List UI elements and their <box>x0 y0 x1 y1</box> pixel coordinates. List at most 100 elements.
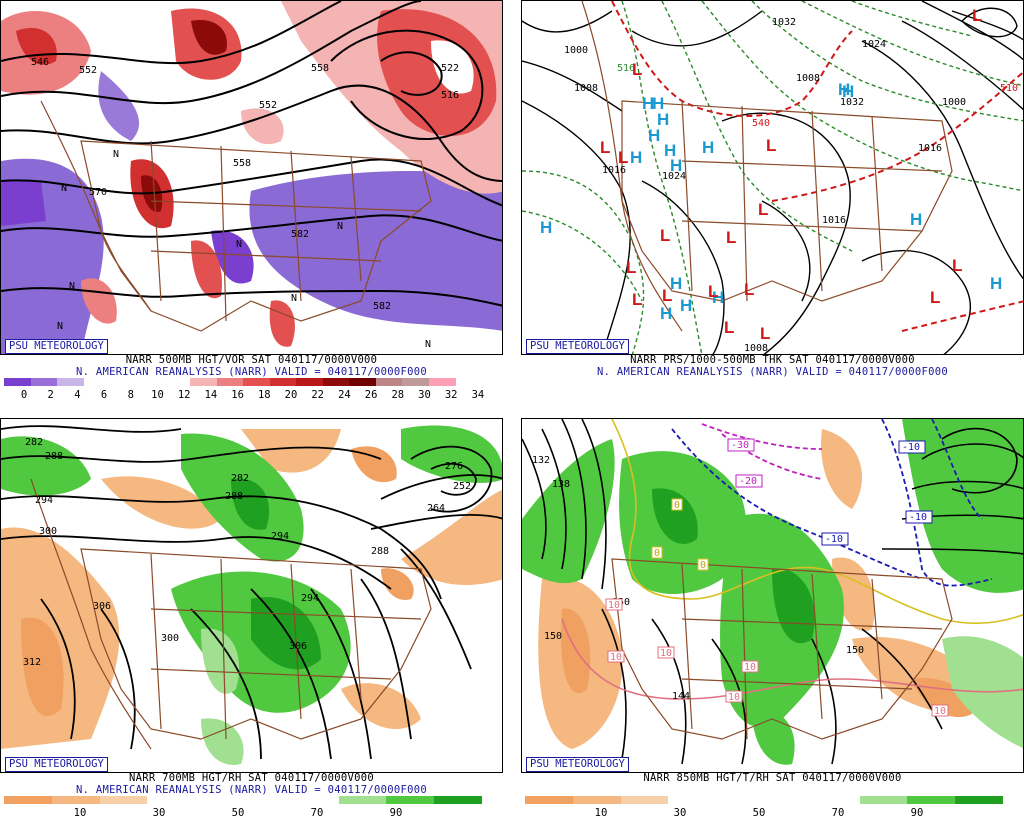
map-graphic: 546 552 558 570 582 552 516 558 522 582 … <box>1 1 502 354</box>
contour-label: 288 <box>45 451 63 462</box>
colorbar-swatch <box>907 796 956 804</box>
isotherm-label: -10 <box>825 534 843 545</box>
vorticity-negative-area <box>1 181 46 226</box>
colorbar-swatch <box>269 378 297 386</box>
colorbar-swatch <box>136 378 164 386</box>
isotherm-label: 10 <box>728 692 740 703</box>
colorbar-tick-label: 10 <box>594 807 608 819</box>
colorbar-swatch <box>572 796 621 804</box>
political-borders <box>611 558 953 740</box>
vorticity-positive-area <box>16 27 57 65</box>
isotherm-label: -20 <box>739 476 757 487</box>
isobars <box>522 1 1023 354</box>
dry-area <box>561 608 591 694</box>
vorticity-positive-area <box>81 278 117 324</box>
colorbar-tick-label: 50 <box>752 807 766 819</box>
colorbar-tick-label: 70 <box>310 807 324 819</box>
colorbar-swatch <box>668 796 717 804</box>
low-marker: L <box>626 258 636 277</box>
contour-label: 582 <box>373 301 391 312</box>
moist-area <box>201 718 244 765</box>
contour-label: 306 <box>93 601 111 612</box>
contour-label: 294 <box>301 593 319 604</box>
vorticity-negative-area <box>98 71 140 141</box>
low-marker: L <box>930 288 940 307</box>
contour-label: 144 <box>672 691 690 702</box>
colorbar-swatch <box>242 796 291 804</box>
panel-caption: NARR PRS/1000-500MB THK SAT 040117/0000V… <box>630 354 915 366</box>
colorbar-swatch <box>429 378 456 386</box>
isobar-label: 1016 <box>822 215 846 226</box>
low-marker: L <box>632 290 642 309</box>
low-marker: L <box>758 200 768 219</box>
colorbar-tick-label: 8 <box>127 389 134 401</box>
isobar-label: 1016 <box>602 165 626 176</box>
high-marker: H <box>630 148 642 167</box>
contour-label: 558 <box>311 63 329 74</box>
thickness-label: 540 <box>752 118 770 129</box>
high-marker: H <box>652 94 664 113</box>
rh-colorbar <box>4 796 482 804</box>
low-pressure-centers: L L L L L L L L L L L L L L L L L <box>600 6 982 343</box>
moist-area <box>1 436 91 496</box>
colorbar-swatch <box>4 796 52 804</box>
psu-meteorology-badge: PSU METEOROLOGY <box>526 757 629 772</box>
colorbar-ticks: 10 30 50 70 90 <box>521 807 1024 819</box>
isobar-label-group: 1000 1008 1016 1024 1032 1024 1032 1016 … <box>564 17 1018 354</box>
colorbar-tick-label: 10 <box>151 389 164 401</box>
colorbar-swatch <box>386 796 435 804</box>
colorbar-tick-label: 30 <box>673 807 687 819</box>
isotherm-label: 10 <box>660 648 672 659</box>
colorbar-swatch <box>296 378 323 386</box>
contour-label: 570 <box>89 187 107 198</box>
high-marker: H <box>657 110 669 129</box>
high-marker: H <box>540 218 552 237</box>
isotherm-label: 10 <box>610 652 622 663</box>
high-marker: H <box>664 141 676 160</box>
isobar-label: 1032 <box>772 17 796 28</box>
high-marker: H <box>910 210 922 229</box>
low-marker: L <box>660 226 670 245</box>
height-contours <box>1 1 502 307</box>
colorbar-swatch <box>763 796 812 804</box>
low-marker: L <box>952 256 962 275</box>
contour-label: 132 <box>532 455 550 466</box>
moist-area <box>231 478 270 530</box>
colorbar-swatch <box>620 796 669 804</box>
high-marker: H <box>648 126 660 145</box>
isotherm-label: 0 <box>654 548 660 559</box>
colorbar-swatch <box>163 378 190 386</box>
minimum-marker: N <box>337 221 343 232</box>
contour-label: 516 <box>441 90 459 101</box>
vorticity-negative-area <box>211 230 254 284</box>
thickness-contours <box>522 1 1023 354</box>
colorbar-tick-label: 0 <box>20 389 28 401</box>
colorbar-swatch <box>434 796 482 804</box>
moist-area <box>772 568 815 644</box>
colorbar-swatch <box>290 796 339 804</box>
moist-area <box>201 628 240 694</box>
high-marker: H <box>670 156 682 175</box>
minimum-marker-group: N N N N N N N N <box>57 149 431 350</box>
contour-label: 264 <box>427 503 445 514</box>
colorbar-tick-label: 18 <box>257 389 271 401</box>
panel-700mb-rh: 282 288 294 300 306 312 300 306 294 288 … <box>0 418 503 819</box>
panel-subcaption: N. AMERICAN REANALYSIS (NARR) VALID = 04… <box>76 784 427 796</box>
contour-label: 522 <box>441 63 459 74</box>
map-graphic: 282 288 294 300 306 312 300 306 294 288 … <box>1 419 502 772</box>
colorbar-swatch <box>338 796 387 804</box>
isobar-label: 1008 <box>744 343 768 354</box>
contour-label: 252 <box>453 481 471 492</box>
colorbar-tick-label: 24 <box>338 389 351 401</box>
panel-caption: NARR 850MB HGT/T/RH SAT 040117/0000V000 <box>643 772 902 784</box>
isotherm-label: 0 <box>700 560 706 571</box>
political-borders <box>581 1 953 332</box>
map-850mb-temp-rh: 132 138 150 150 144 150 10 10 10 10 10 1… <box>521 418 1024 773</box>
panel-surface-pressure-thickness: 1000 1008 1016 1024 1032 1024 1032 1016 … <box>521 0 1024 410</box>
colorbar-tick-label: 22 <box>311 389 325 401</box>
colorbar-swatch <box>455 378 483 386</box>
minimum-marker: N <box>425 339 431 350</box>
colorbar-tick-label: 32 <box>444 389 458 401</box>
psu-meteorology-badge: PSU METEOROLOGY <box>5 757 108 772</box>
dry-area <box>821 429 862 509</box>
